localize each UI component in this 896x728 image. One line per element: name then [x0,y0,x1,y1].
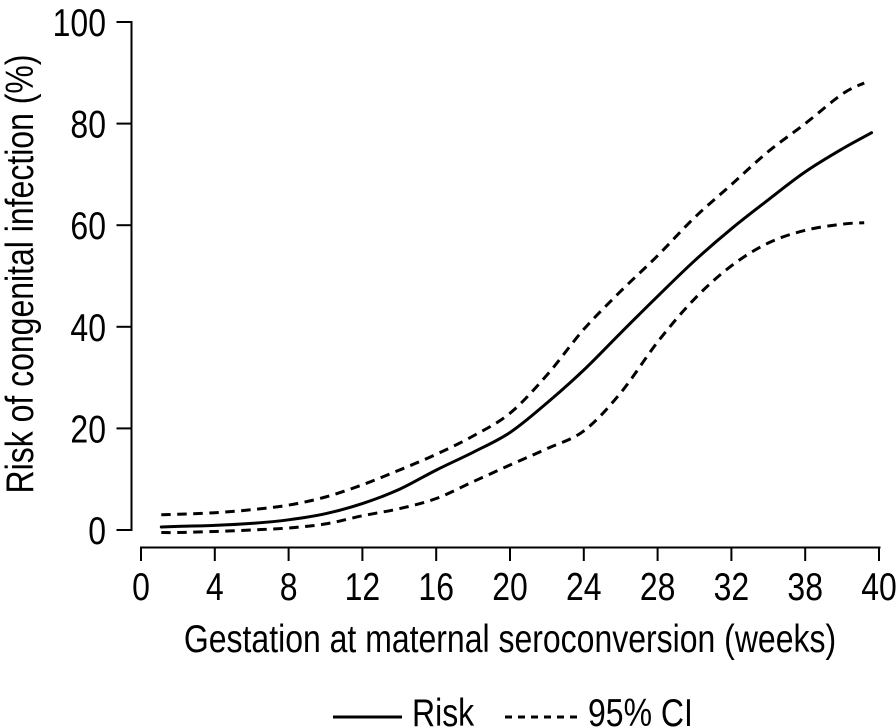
legend: Risk 95% CI [333,691,693,728]
x-tick-label: 0 [132,565,150,609]
risk-curve [159,131,874,529]
legend-ci-label: 95% CI [588,691,693,728]
legend-risk-label: Risk [412,691,474,728]
x-tick-label: 8 [280,565,298,609]
x-tick-label: 16 [418,565,454,609]
y-tick-label: 40 [70,306,106,350]
y-tick-label: 20 [70,407,106,451]
ci-lower-curve [161,221,865,535]
x-tick-label: 12 [345,565,381,609]
x-tick-label: 40 [861,565,896,609]
x-tick-label: 4 [206,565,224,609]
y-axis: 0 20 40 60 80 100 Risk of congenital infectio… [0,1,133,553]
y-axis-title: Risk of congenital infection (%) [0,55,42,494]
x-axis-title: Gestation at maternal seroconversion (we… [184,617,836,661]
y-tick-label: 0 [88,509,106,553]
x-ticks: 0 4 8 12 16 20 24 28 32 38 40 [132,547,896,609]
x-tick-label: 24 [566,565,602,609]
y-tick-label: 80 [70,103,106,147]
y-tick-label: 60 [70,204,106,248]
y-tick-label: 100 [53,1,106,45]
curves [159,81,874,535]
ci-upper-curve [161,81,865,517]
x-tick-label: 28 [640,565,676,609]
x-tick-label: 20 [492,565,528,609]
y-ticks: 0 20 40 60 80 100 [53,1,132,553]
x-tick-label: 38 [787,565,823,609]
x-axis: 0 4 8 12 16 20 24 28 32 38 40 Gestation at materna… [132,546,896,661]
x-tick-label: 32 [714,565,750,609]
